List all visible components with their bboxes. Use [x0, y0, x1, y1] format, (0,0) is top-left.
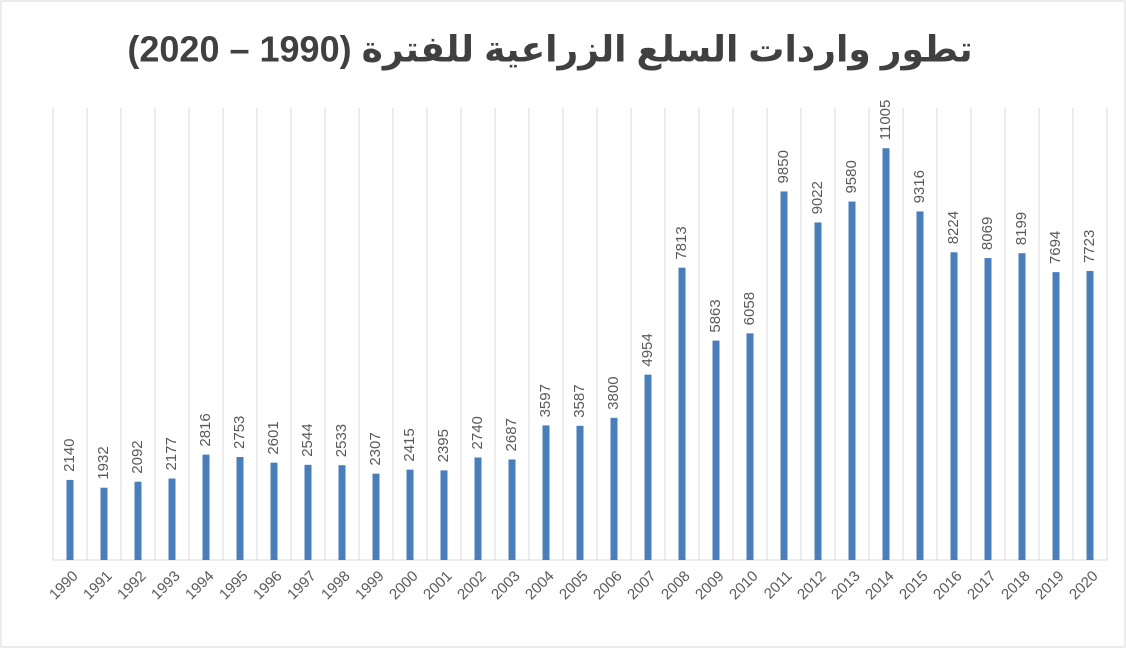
bar — [1018, 253, 1026, 560]
bar — [814, 222, 822, 561]
data-label: 2140 — [61, 439, 78, 472]
data-label: 9022 — [809, 181, 826, 214]
data-label: 7694 — [1047, 231, 1064, 264]
chart-title: تطور واردات السلع الزراعية للفترة (1990 … — [127, 29, 972, 71]
bar — [202, 454, 210, 560]
bar — [168, 478, 176, 560]
bar — [270, 462, 278, 560]
data-label: 2753 — [231, 416, 248, 449]
data-label: 8224 — [945, 211, 962, 244]
data-label: 2395 — [435, 429, 452, 462]
data-label: 9316 — [911, 170, 928, 203]
bar — [474, 457, 482, 560]
data-label: 2533 — [333, 424, 350, 457]
bar — [848, 201, 856, 560]
bar — [1086, 271, 1094, 560]
data-label: 2092 — [129, 440, 146, 473]
data-label: 8069 — [979, 217, 996, 250]
data-label: 3587 — [571, 384, 588, 417]
bar — [882, 148, 890, 560]
bar — [610, 417, 618, 560]
data-label: 2544 — [299, 423, 316, 456]
data-label: 2740 — [469, 416, 486, 449]
data-label: 2177 — [163, 437, 180, 470]
bar — [304, 464, 312, 560]
bar — [1052, 272, 1060, 560]
bar — [66, 479, 74, 560]
bar — [780, 191, 788, 560]
data-label: 2816 — [197, 413, 214, 446]
bar — [746, 333, 754, 560]
data-label: 7813 — [673, 226, 690, 259]
data-label: 9850 — [775, 150, 792, 183]
data-label: 7723 — [1081, 230, 1098, 263]
bar — [644, 374, 652, 560]
data-label: 11005 — [877, 100, 894, 141]
bar — [236, 456, 244, 560]
bar — [712, 340, 720, 560]
data-label: 2601 — [265, 421, 282, 454]
bar — [984, 258, 992, 560]
data-label: 5863 — [707, 299, 724, 332]
bar — [576, 425, 584, 560]
bar — [542, 425, 550, 560]
bar — [508, 459, 516, 560]
data-label: 2307 — [367, 432, 384, 465]
data-label: 9580 — [843, 160, 860, 193]
bar — [406, 469, 414, 560]
data-label: 3800 — [605, 376, 622, 409]
data-label: 4954 — [639, 333, 656, 366]
bar — [916, 211, 924, 560]
data-label: 2415 — [401, 428, 418, 461]
data-label: 3597 — [537, 384, 554, 417]
bar — [372, 473, 380, 560]
bar — [950, 252, 958, 560]
bar — [338, 465, 346, 560]
bar — [440, 470, 448, 560]
data-label: 8199 — [1013, 212, 1030, 245]
data-label: 1932 — [95, 446, 112, 479]
bar — [134, 481, 142, 560]
data-label: 2687 — [503, 418, 520, 451]
data-label: 6058 — [741, 292, 758, 325]
bar — [100, 487, 108, 560]
bar — [678, 267, 686, 560]
